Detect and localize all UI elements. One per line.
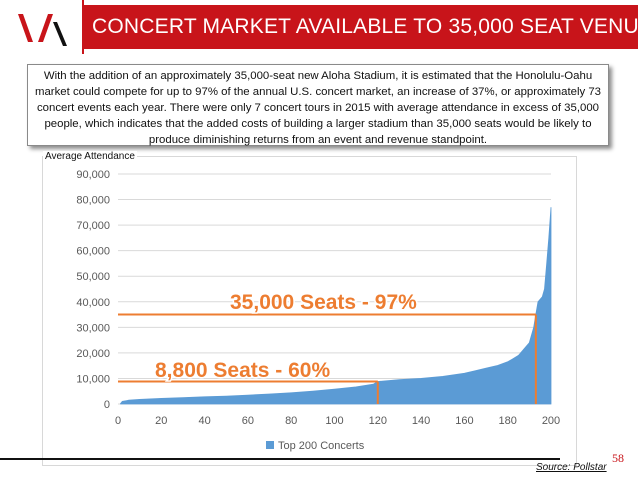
x-tick-label: 60 [242,415,254,427]
logo [0,0,84,54]
description-box: With the addition of an approximately 35… [27,64,609,146]
y-tick-label: 10,000 [76,373,110,385]
x-tick-label: 100 [325,415,343,427]
x-tick-label: 180 [499,415,517,427]
y-tick-label: 20,000 [76,348,110,360]
source-note: Source: Pollstar [536,462,607,473]
chart-panel [42,156,577,466]
double-slash-logo-icon [18,14,67,46]
y-tick-label: 80,000 [76,195,110,207]
y-tick-label: 70,000 [76,220,110,232]
legend-swatch [266,441,274,449]
x-tick-label: 140 [412,415,430,427]
y-tick-label: 40,000 [76,297,110,309]
x-tick-label: 20 [155,415,167,427]
series-area [119,207,552,405]
y-tick-label: 30,000 [76,322,110,334]
x-tick-label: 0 [115,415,121,427]
legend-label: Top 200 Concerts [278,440,365,452]
x-tick-label: 40 [198,415,210,427]
page-title: CONCERT MARKET AVAILABLE TO 35,000 SEAT … [92,15,638,38]
header-band [0,5,638,49]
x-tick-label: 120 [369,415,387,427]
y-axis-label: Average Attendance [43,151,137,162]
annotation-label: 35,000 Seats - 97% [230,291,417,314]
x-tick-label: 80 [285,415,297,427]
y-tick-label: 50,000 [76,271,110,283]
header: CONCERT MARKET AVAILABLE TO 35,000 SEAT … [0,0,638,54]
x-tick-label: 200 [542,415,560,427]
annotation-label: 8,800 Seats - 60% [155,359,330,382]
page-number: 58 [612,451,624,465]
y-tick-label: 60,000 [76,246,110,258]
y-tick-label: 0 [104,399,110,411]
footer-divider [0,458,560,460]
y-tick-label: 90,000 [76,169,110,181]
x-tick-label: 160 [455,415,473,427]
